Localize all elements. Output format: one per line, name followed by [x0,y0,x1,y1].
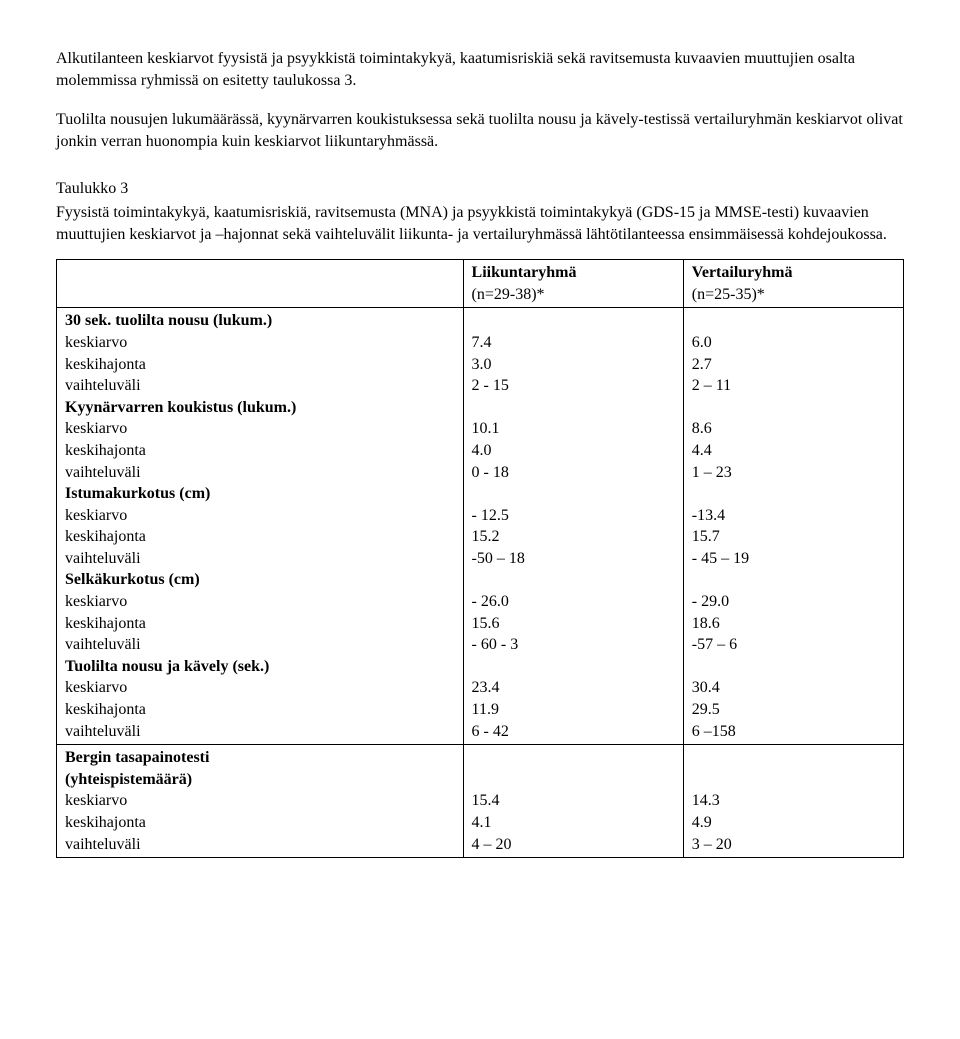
stat-label-mean: keskiarvo [65,505,455,527]
value-range: - 60 - 3 [472,634,675,656]
stat-label-mean: keskiarvo [65,418,455,440]
intro-paragraph-1: Alkutilanteen keskiarvot fyysistä ja psy… [56,48,904,91]
value-range: - 45 – 19 [692,548,895,570]
cell-line [692,397,895,419]
table-caption: Fyysistä toimintakykyä, kaatumisriskiä, … [56,202,904,245]
cell-line [472,310,675,332]
cell-line [472,747,675,769]
cell-line [692,310,895,332]
group-title: Tuolilta nousu ja kävely (sek.) [65,656,455,678]
header-col-liikunta-n: (n=29-38)* [472,286,545,303]
value-mean: -13.4 [692,505,895,527]
stat-label-range: vaihteluväli [65,634,455,656]
cell-line [472,397,675,419]
value-mean: 23.4 [472,677,675,699]
table-row: 30 sek. tuolilta nousu (lukum.)keskiarvo… [57,308,904,745]
group-title: Selkäkurkotus (cm) [65,569,455,591]
cell-line [692,483,895,505]
stat-label-mean: keskiarvo [65,790,455,812]
value-range: 4 – 20 [472,834,675,856]
stat-label-sd: keskihajonta [65,440,455,462]
stat-label-sd: keskihajonta [65,812,455,834]
value-sd: 15.6 [472,613,675,635]
groups-col1: 7.43.02 - 15 10.1 4.00 - 18 - 12.515.2-5… [463,308,683,745]
value-range: 3 – 20 [692,834,895,856]
stat-label-mean: keskiarvo [65,591,455,613]
groups2-col1: 15.44.14 – 20 [463,745,683,858]
stat-label-range: vaihteluväli [65,721,455,743]
group-title: (yhteispistemäärä) [65,769,455,791]
cell-line [692,656,895,678]
header-col-vertailu-n: (n=25-35)* [692,286,765,303]
groups-col2: 6.02.72 – 11 8.6 4.41 – 23 -13.415.7- 45… [683,308,903,745]
value-range: -50 – 18 [472,548,675,570]
value-range: 0 - 18 [472,462,675,484]
stat-label-sd: keskihajonta [65,526,455,548]
groups2-col2: 14.34.93 – 20 [683,745,903,858]
stat-label-mean: keskiarvo [65,677,455,699]
value-range: 1 – 23 [692,462,895,484]
groups-labels: 30 sek. tuolilta nousu (lukum.)keskiarvo… [57,308,464,745]
table-title: Taulukko 3 [56,178,904,200]
value-sd: 18.6 [692,613,895,635]
value-mean: - 26.0 [472,591,675,613]
value-mean: 8.6 [692,418,895,440]
value-mean: - 12.5 [472,505,675,527]
value-mean: 15.4 [472,790,675,812]
value-mean: 7.4 [472,332,675,354]
value-mean: 6.0 [692,332,895,354]
group-title: Bergin tasapainotesti [65,747,455,769]
header-col-liikunta: Liikuntaryhmä (n=29-38)* [463,260,683,308]
cell-line [472,769,675,791]
stat-label-sd: keskihajonta [65,613,455,635]
cell-line [472,656,675,678]
value-range: 6 –158 [692,721,895,743]
stat-label-range: vaihteluväli [65,834,455,856]
table-header-row: Liikuntaryhmä (n=29-38)* Vertailuryhmä (… [57,260,904,308]
value-sd: 15.2 [472,526,675,548]
header-col-liikunta-label: Liikuntaryhmä [472,262,675,284]
value-sd: 29.5 [692,699,895,721]
stat-label-range: vaihteluväli [65,462,455,484]
value-range: -57 – 6 [692,634,895,656]
stat-label-range: vaihteluväli [65,548,455,570]
value-sd: 15.7 [692,526,895,548]
value-sd: 2.7 [692,354,895,376]
value-sd: 4.4 [692,440,895,462]
stat-label-sd: keskihajonta [65,354,455,376]
results-table: Liikuntaryhmä (n=29-38)* Vertailuryhmä (… [56,259,904,858]
header-empty [57,260,464,308]
group-title: Istumakurkotus (cm) [65,483,455,505]
value-mean: 10.1 [472,418,675,440]
value-sd: 11.9 [472,699,675,721]
group-title: Kyynärvarren koukistus (lukum.) [65,397,455,419]
value-range: 2 – 11 [692,375,895,397]
value-mean: 14.3 [692,790,895,812]
cell-line [692,747,895,769]
stat-label-range: vaihteluväli [65,375,455,397]
stat-label-mean: keskiarvo [65,332,455,354]
value-range: 2 - 15 [472,375,675,397]
value-sd: 4.1 [472,812,675,834]
group-title: 30 sek. tuolilta nousu (lukum.) [65,310,455,332]
value-mean: 30.4 [692,677,895,699]
table-row: Bergin tasapainotesti(yhteispistemäärä)k… [57,745,904,858]
value-mean: - 29.0 [692,591,895,613]
cell-line [472,569,675,591]
cell-line [692,769,895,791]
cell-line [472,483,675,505]
groups2-labels: Bergin tasapainotesti(yhteispistemäärä)k… [57,745,464,858]
header-col-vertailu-label: Vertailuryhmä [692,262,895,284]
value-range: 6 - 42 [472,721,675,743]
header-col-vertailu: Vertailuryhmä (n=25-35)* [683,260,903,308]
value-sd: 4.9 [692,812,895,834]
stat-label-sd: keskihajonta [65,699,455,721]
cell-line [692,569,895,591]
value-sd: 3.0 [472,354,675,376]
intro-paragraph-2: Tuolilta nousujen lukumäärässä, kyynärva… [56,109,904,152]
value-sd: 4.0 [472,440,675,462]
